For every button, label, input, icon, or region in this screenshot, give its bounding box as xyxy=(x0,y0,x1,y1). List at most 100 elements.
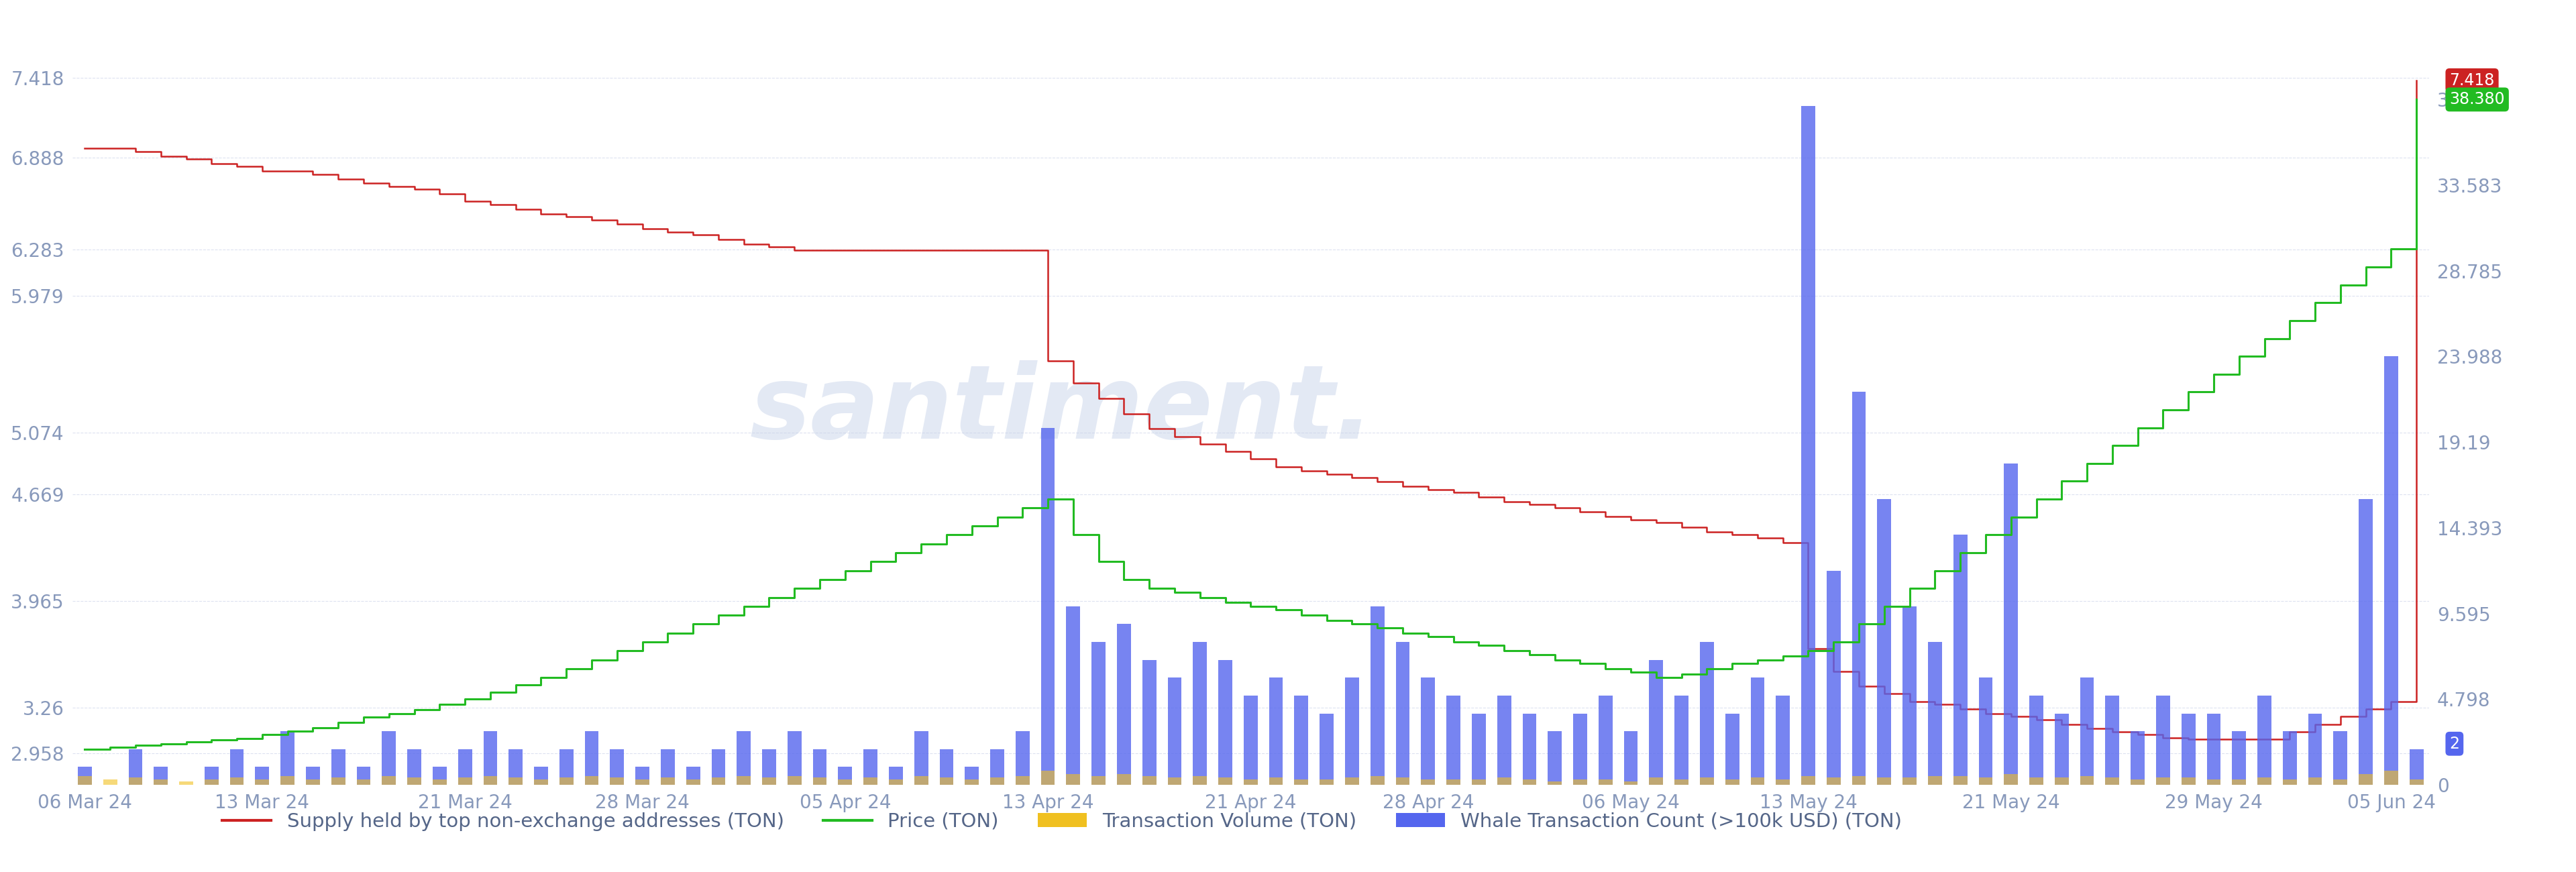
Bar xyxy=(814,749,827,785)
Bar xyxy=(2156,696,2169,785)
Bar xyxy=(837,780,853,785)
Legend: Supply held by top non-exchange addresses (TON), Price (TON), Transaction Volume: Supply held by top non-exchange addresse… xyxy=(214,804,1909,839)
Bar xyxy=(914,732,927,785)
Bar xyxy=(2385,357,2398,785)
Bar xyxy=(1927,776,1942,785)
Bar xyxy=(355,767,371,785)
Bar xyxy=(407,749,422,785)
Bar xyxy=(1345,678,1360,785)
Bar xyxy=(1649,660,1664,785)
Bar xyxy=(1497,778,1512,785)
Bar xyxy=(1218,660,1231,785)
Bar xyxy=(2182,778,2195,785)
Bar xyxy=(2105,696,2120,785)
Bar xyxy=(1396,778,1409,785)
Bar xyxy=(2030,778,2043,785)
Bar xyxy=(2182,713,2195,785)
Bar xyxy=(1319,780,1334,785)
Bar xyxy=(381,776,397,785)
Bar xyxy=(1574,780,1587,785)
Bar xyxy=(685,767,701,785)
Text: 7.418: 7.418 xyxy=(2450,72,2494,88)
Bar xyxy=(2409,749,2424,785)
Bar xyxy=(737,776,750,785)
Bar xyxy=(788,776,801,785)
Bar xyxy=(1141,660,1157,785)
Bar xyxy=(1471,780,1486,785)
Bar xyxy=(1600,780,1613,785)
Bar xyxy=(1852,392,1865,785)
Bar xyxy=(837,767,853,785)
Bar xyxy=(1548,732,1561,785)
Bar xyxy=(1826,570,1839,785)
Bar xyxy=(1801,106,1816,785)
Bar xyxy=(1775,696,1790,785)
Bar xyxy=(459,749,471,785)
Bar xyxy=(484,776,497,785)
Bar xyxy=(1726,713,1739,785)
Bar xyxy=(2334,732,2347,785)
Bar xyxy=(2282,780,2298,785)
Bar xyxy=(1293,780,1309,785)
Bar xyxy=(966,767,979,785)
Bar xyxy=(1370,776,1383,785)
Bar xyxy=(204,780,219,785)
Bar xyxy=(611,778,623,785)
Bar xyxy=(1522,780,1535,785)
Bar xyxy=(129,749,142,785)
Text: 2: 2 xyxy=(2450,736,2460,752)
Bar xyxy=(459,778,471,785)
Bar xyxy=(2385,771,2398,785)
Bar xyxy=(685,780,701,785)
Bar xyxy=(2004,463,2017,785)
Bar xyxy=(103,780,116,785)
Bar xyxy=(1878,778,1891,785)
Bar xyxy=(2056,778,2069,785)
Bar xyxy=(1066,774,1079,785)
Bar xyxy=(1167,678,1182,785)
Bar xyxy=(1118,624,1131,785)
Bar xyxy=(1270,778,1283,785)
Bar xyxy=(2130,732,2146,785)
Bar xyxy=(1600,696,1613,785)
Bar xyxy=(1270,678,1283,785)
Bar xyxy=(636,780,649,785)
Bar xyxy=(1522,713,1535,785)
Bar xyxy=(1041,427,1054,785)
Bar xyxy=(1396,642,1409,785)
Bar xyxy=(1193,642,1208,785)
Bar xyxy=(533,767,549,785)
Bar xyxy=(711,778,726,785)
Bar xyxy=(940,778,953,785)
Bar xyxy=(1118,774,1131,785)
Bar xyxy=(2004,774,2017,785)
Bar xyxy=(2282,732,2298,785)
Bar xyxy=(1370,606,1383,785)
Bar xyxy=(2079,776,2094,785)
Bar xyxy=(863,749,878,785)
Bar xyxy=(788,732,801,785)
Bar xyxy=(1041,771,1054,785)
Bar xyxy=(180,781,193,785)
Bar xyxy=(737,732,750,785)
Bar xyxy=(863,778,878,785)
Bar xyxy=(1345,778,1360,785)
Bar xyxy=(1167,778,1182,785)
Bar xyxy=(1649,778,1664,785)
Bar xyxy=(2360,499,2372,785)
Bar xyxy=(2308,778,2321,785)
Bar xyxy=(1244,780,1257,785)
Bar xyxy=(636,767,649,785)
Bar xyxy=(1904,778,1917,785)
Bar xyxy=(1674,780,1687,785)
Bar xyxy=(1422,780,1435,785)
Bar xyxy=(711,749,726,785)
Bar xyxy=(762,778,775,785)
Bar xyxy=(1574,713,1587,785)
Bar xyxy=(1244,696,1257,785)
Bar xyxy=(966,780,979,785)
Bar xyxy=(204,767,219,785)
Bar xyxy=(307,767,319,785)
Bar xyxy=(2130,780,2146,785)
Text: santiment.: santiment. xyxy=(750,360,1373,460)
